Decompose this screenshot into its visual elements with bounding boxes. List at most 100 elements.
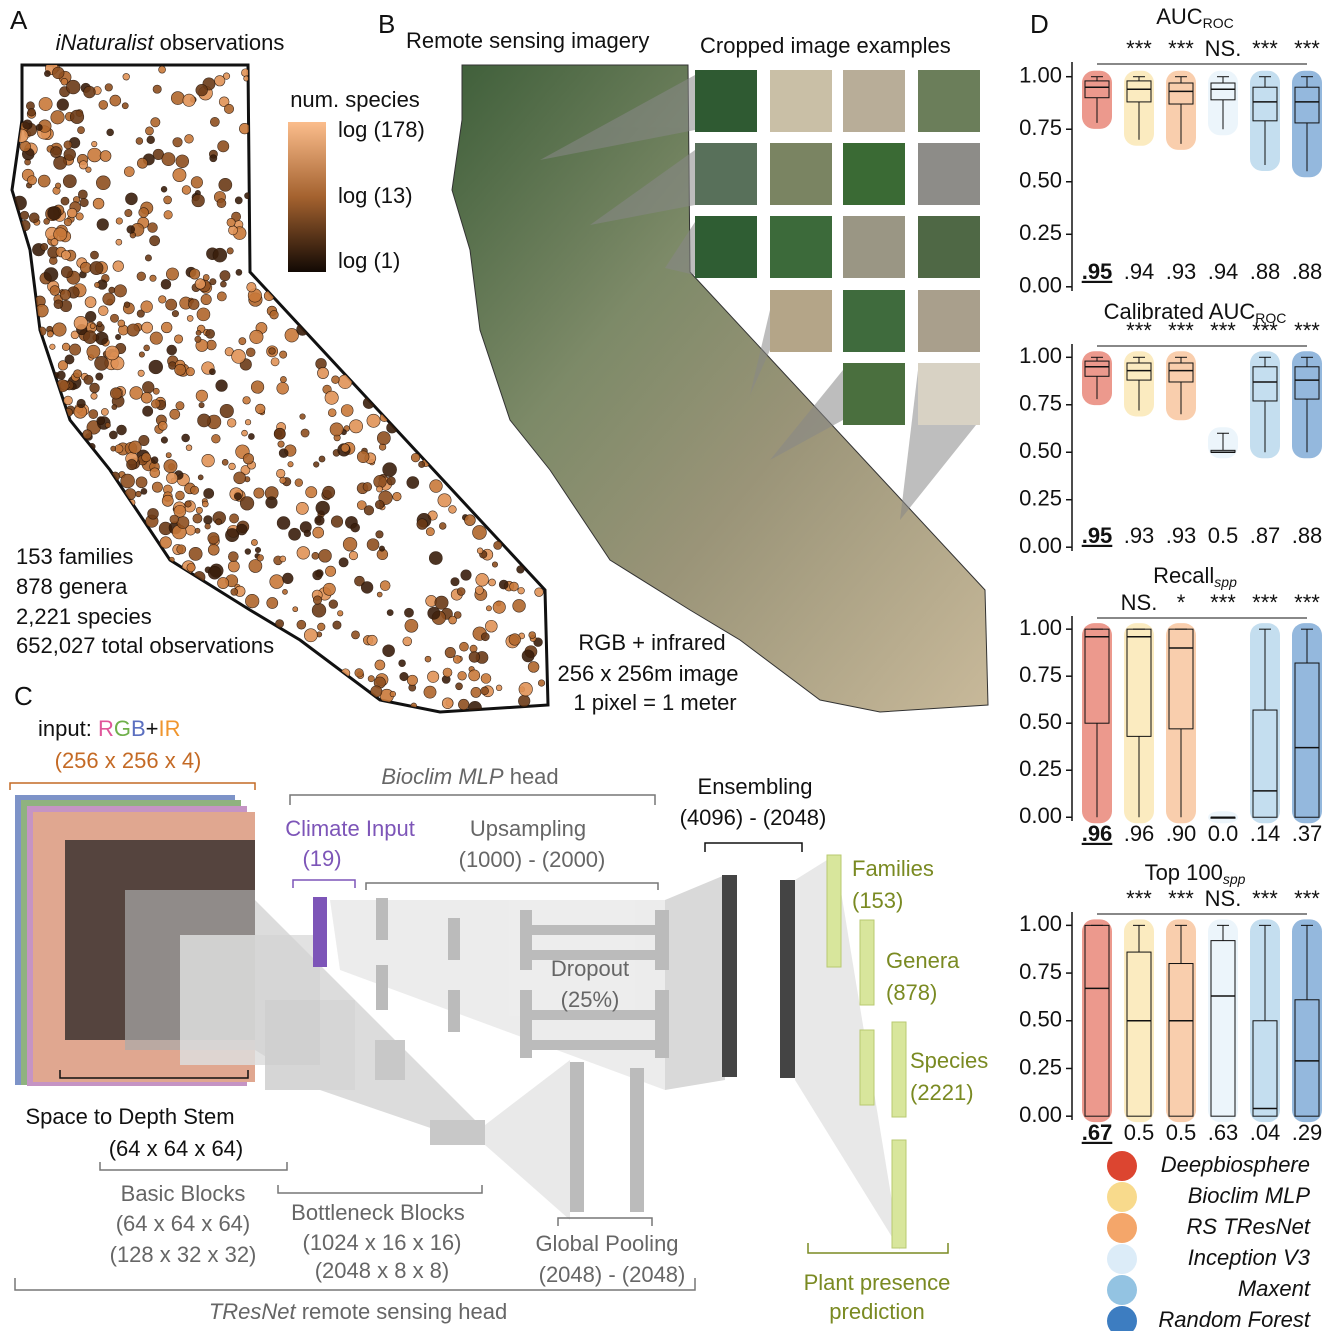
observation-dot: [27, 176, 36, 185]
observation-dot: [109, 431, 117, 439]
observation-dot: [279, 449, 288, 458]
observation-dot: [84, 375, 93, 384]
observation-dot: [188, 299, 199, 310]
value-label: .94: [1124, 259, 1155, 284]
observation-dot: [405, 619, 418, 632]
observation-dot: [304, 530, 311, 537]
observation-dot: [312, 603, 326, 617]
value-label: .67: [1082, 1120, 1113, 1145]
observation-dot: [361, 582, 373, 594]
observation-dot: [468, 701, 481, 714]
observation-dot: [518, 695, 530, 707]
observation-dot: [458, 699, 469, 710]
observation-dot: [202, 454, 215, 467]
observation-dot: [251, 539, 257, 545]
observation-dot: [249, 559, 262, 572]
title-sub: spp: [1223, 871, 1246, 887]
observation-dot: [23, 120, 33, 130]
observation-dot: [36, 124, 42, 130]
observation-dot: [47, 331, 53, 337]
observation-dot: [193, 514, 202, 523]
output-count: (153): [852, 888, 903, 913]
crop-thumbnail: [918, 143, 980, 205]
observation-dot: [142, 322, 153, 333]
observation-dot: [209, 369, 215, 375]
y-tick-label: 0.00: [1019, 533, 1062, 558]
observation-dot: [470, 645, 477, 652]
chart-title: Recallspp: [1153, 563, 1237, 590]
observation-dot: [383, 463, 397, 477]
bottleneck-label: Bottleneck Blocks: [291, 1200, 465, 1225]
observation-dot: [472, 525, 486, 539]
observation-dot: [141, 392, 152, 403]
observation-dot: [380, 413, 389, 422]
observation-dot: [518, 587, 525, 594]
value-label: .94: [1208, 259, 1239, 284]
observation-dot: [240, 497, 254, 511]
observation-dot: [277, 517, 290, 530]
observation-dot: [195, 279, 205, 289]
observation-dot: [141, 301, 153, 313]
observation-dot: [185, 134, 194, 143]
y-tick-label: 0.50: [1019, 438, 1062, 463]
observation-dot: [254, 488, 264, 498]
observation-dot: [69, 344, 80, 355]
observation-dot: [481, 687, 489, 695]
basic-dims: (64 x 64 x 64): [116, 1211, 251, 1236]
observation-dot: [117, 425, 127, 435]
observation-dot: [208, 544, 219, 555]
y-tick-label: 0.50: [1019, 1007, 1062, 1032]
observation-dot: [65, 355, 74, 364]
observation-dot: [90, 324, 95, 329]
observation-dot: [293, 607, 298, 612]
output-count: (2221): [910, 1080, 974, 1105]
observation-dot: [201, 294, 211, 304]
observation-dot: [116, 239, 122, 245]
observation-dot: [97, 219, 109, 231]
observation-dot: [100, 151, 111, 162]
observation-dot: [66, 80, 80, 94]
observation-dot: [136, 477, 147, 488]
observation-dot: [513, 599, 526, 612]
observation-dot: [153, 85, 161, 93]
observation-dot: [139, 352, 144, 357]
bracket: [808, 1243, 948, 1253]
bracket: [293, 880, 355, 888]
title-main: Recall: [1153, 563, 1214, 588]
observation-dot: [404, 608, 413, 617]
crop-thumbnail: [770, 70, 832, 132]
title-part: observations: [153, 30, 284, 55]
panel-c: C input: RGB+IR (256 x 256 x 4) Bioclim …: [10, 681, 988, 1324]
significance: ***: [1294, 36, 1320, 61]
legend-marker: [1107, 1244, 1137, 1274]
significance: ***: [1210, 318, 1236, 343]
observation-dot: [176, 491, 185, 500]
observation-dot: [341, 444, 349, 452]
title-main: Top 100: [1145, 860, 1223, 885]
observation-dot: [481, 633, 489, 641]
y-tick-label: 0.00: [1019, 273, 1062, 298]
observation-dot: [80, 198, 88, 206]
observation-dot: [90, 261, 103, 274]
pooling-label: Global Pooling: [535, 1231, 678, 1256]
value-label: .93: [1166, 259, 1197, 284]
crop-thumbnail: [843, 143, 905, 205]
observation-dot: [196, 507, 202, 513]
observation-dot: [192, 194, 205, 207]
colorbar-tick: log (178): [338, 117, 425, 142]
observation-dot: [297, 620, 306, 629]
observation-dot: [149, 360, 163, 374]
upsampling-label: Upsampling: [470, 816, 586, 841]
legend-label: Deepbiosphere: [1161, 1152, 1310, 1177]
crop-thumbnail: [695, 70, 757, 132]
observation-dot: [148, 508, 159, 519]
title-part: iNaturalist: [56, 30, 155, 55]
observation-dot: [430, 480, 443, 493]
observation-dot: [63, 175, 76, 188]
observation-dot: [61, 197, 69, 205]
observation-dot: [162, 495, 173, 506]
observation-dot: [176, 155, 189, 168]
observation-dot: [248, 433, 254, 439]
observation-dot: [147, 136, 155, 144]
observation-dot: [121, 474, 135, 488]
